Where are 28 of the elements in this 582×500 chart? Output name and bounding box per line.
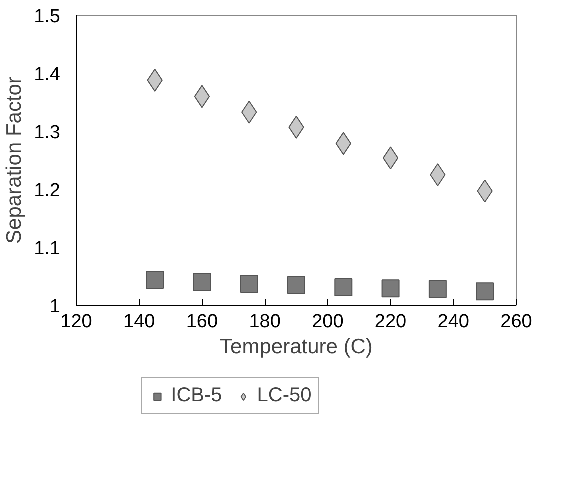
point bbox=[476, 282, 494, 301]
x-tick-label: 140 bbox=[124, 312, 156, 332]
y-tick-label: 1.2 bbox=[34, 180, 61, 202]
legend-label: ICB-5 bbox=[171, 384, 222, 408]
point bbox=[146, 270, 164, 289]
y-tick-label: 1.1 bbox=[34, 238, 61, 260]
y-tick-label: 1 bbox=[50, 296, 61, 318]
point bbox=[240, 275, 258, 294]
point bbox=[288, 276, 306, 294]
y-tick-label: 1.3 bbox=[34, 122, 61, 144]
legend-label: LC-50 bbox=[257, 384, 312, 408]
x-tick-label: 120 bbox=[60, 312, 92, 332]
point bbox=[193, 273, 212, 292]
y-tick-label: 1.4 bbox=[34, 64, 61, 86]
x-tick-label: 160 bbox=[186, 312, 218, 332]
x-tick-label: 240 bbox=[438, 312, 470, 332]
y-tick-label: 1.5 bbox=[34, 6, 61, 28]
point bbox=[382, 146, 399, 170]
x-tick-label: 220 bbox=[374, 312, 407, 332]
y-axis-title: Separation Factor bbox=[3, 77, 26, 244]
point bbox=[382, 280, 400, 298]
x-tick-label: 260 bbox=[500, 312, 532, 332]
x-tick-label: 180 bbox=[249, 312, 281, 332]
point bbox=[428, 280, 447, 298]
x-tick-label: 200 bbox=[312, 312, 344, 332]
x-axis-title: Temperature (C) bbox=[220, 336, 373, 358]
point bbox=[194, 85, 210, 108]
point bbox=[334, 278, 353, 297]
